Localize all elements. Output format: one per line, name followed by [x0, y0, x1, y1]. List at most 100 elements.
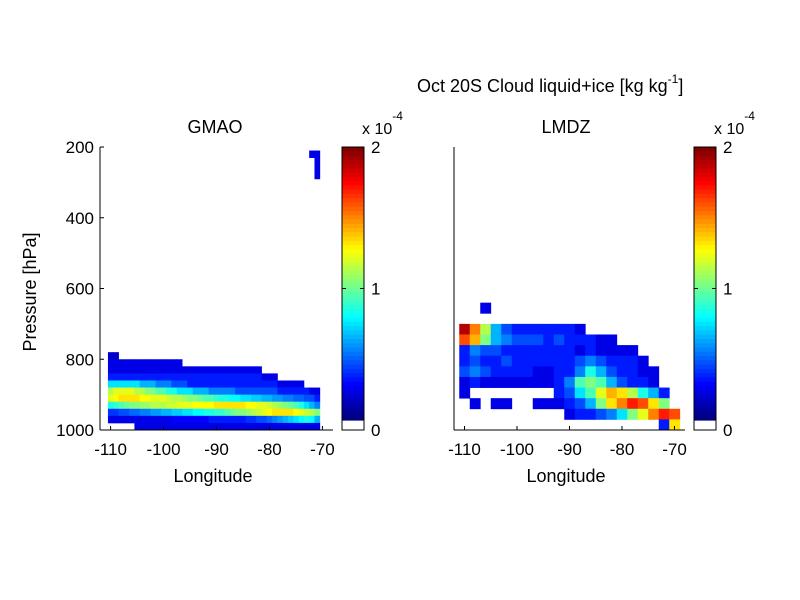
colorbar-swatch: [694, 164, 716, 169]
colorbar-swatch: [342, 211, 364, 216]
colorbar-swatch: [342, 181, 364, 186]
heatmap-cell: [522, 366, 534, 378]
heatmap-cell: [303, 422, 310, 431]
colorbar-swatch: [342, 172, 364, 178]
heatmap-cell: [511, 366, 523, 378]
heatmap-cell: [224, 366, 231, 374]
heatmap-cell: [134, 422, 141, 431]
heatmap-cell: [469, 323, 481, 335]
heatmap-cell: [224, 422, 231, 431]
heatmap-cell: [616, 355, 628, 367]
heatmap-cell: [208, 373, 215, 381]
heatmap-cell: [192, 415, 199, 424]
heatmap-cell: [203, 422, 209, 431]
heatmap-cell: [480, 376, 492, 388]
heatmap-cell: [123, 394, 130, 403]
heatmap-cell: [532, 398, 544, 410]
heatmap-cell: [245, 394, 252, 403]
colorbar-swatch: [694, 313, 716, 319]
heatmap-cell: [240, 394, 247, 403]
heatmap-cell: [139, 359, 146, 367]
heatmap-cell: [277, 408, 284, 417]
heatmap-cell: [240, 415, 247, 424]
heatmap-cell: [250, 366, 257, 374]
heatmap-cell: [134, 366, 141, 374]
heatmap-cell: [235, 401, 241, 410]
heatmap-cell: [459, 376, 471, 388]
colorbar-swatch: [342, 193, 364, 199]
heatmap-cell: [187, 401, 194, 410]
heatmap-cell: [107, 352, 114, 360]
heatmap-cell: [277, 415, 284, 424]
heatmap-cell: [574, 398, 586, 410]
colorbar-swatch: [342, 176, 364, 182]
heatmap-cell: [182, 366, 188, 374]
gmao-heatmap-cells: [107, 150, 321, 431]
heatmap-cell: [134, 387, 141, 396]
colorbar-swatch: [694, 381, 716, 387]
heatmap-cell: [585, 345, 597, 357]
colorbar-swatch: [694, 343, 716, 349]
heatmap-cell: [287, 394, 294, 403]
gmao-panel: GMAO -110 -100 -90 -80 -70 2004006008001000 …: [20, 117, 335, 486]
heatmap-cell: [250, 380, 257, 388]
heatmap-cell: [282, 394, 289, 403]
heatmap-cell: [293, 408, 299, 417]
heatmap-cell: [192, 394, 199, 403]
colorbar-swatch: [694, 159, 716, 165]
colorbar-swatch: [342, 168, 364, 174]
heatmap-cell: [219, 401, 225, 410]
colorbar-swatch: [694, 309, 716, 314]
heatmap-cell: [171, 394, 178, 403]
heatmap-cell: [166, 422, 172, 431]
heatmap-cell: [574, 355, 586, 367]
colorbar-swatch: [694, 236, 716, 242]
heatmap-cell: [266, 394, 273, 403]
colorbar-swatch: [342, 232, 364, 238]
heatmap-cell: [459, 334, 471, 346]
colorbar-swatch: [694, 317, 716, 323]
colorbar-swatch: [342, 403, 364, 408]
heatmap-cell: [118, 366, 125, 374]
heatmap-cell: [155, 394, 162, 403]
colorbar-swatch: [342, 309, 364, 314]
colorbar-swatch: [694, 228, 716, 233]
heatmap-cell: [171, 359, 178, 367]
colorbar-swatch: [694, 287, 716, 293]
colorbar-swatch: [694, 257, 716, 263]
heatmap-cell: [245, 408, 252, 417]
gmao-colorbar: 0 1 2 x 10-4: [341, 109, 403, 440]
heatmap-cell: [564, 366, 576, 378]
heatmap-cell: [585, 355, 597, 367]
lmdz-colorbar-exponent-label: x 10-4: [714, 109, 755, 138]
colorbar-swatch: [342, 240, 364, 246]
colorbar-swatch: [342, 202, 364, 208]
heatmap-cell: [150, 380, 157, 388]
heatmap-cell: [277, 401, 284, 410]
heatmap-cell: [134, 394, 141, 403]
heatmap-cell: [532, 345, 544, 357]
heatmap-cell: [123, 415, 130, 424]
heatmap-cell: [150, 408, 157, 417]
heatmap-cell: [616, 376, 628, 388]
heatmap-cell: [553, 387, 565, 399]
colorbar-swatch: [342, 394, 364, 400]
heatmap-cell: [176, 401, 183, 410]
heatmap-cell: [606, 387, 618, 399]
heatmap-cell: [595, 345, 607, 357]
colorbar-swatch: [694, 283, 716, 289]
heatmap-cell: [176, 373, 183, 381]
heatmap-cell: [501, 334, 513, 346]
heatmap-cell: [171, 401, 178, 410]
colorbar-swatch: [694, 390, 716, 395]
heatmap-cell: [522, 376, 534, 388]
colorbar-swatch: [694, 407, 716, 413]
heatmap-cell: [480, 334, 492, 346]
heatmap-cell: [469, 398, 481, 410]
heatmap-cell: [166, 401, 172, 410]
heatmap-cell: [616, 345, 628, 357]
colorbar-swatch: [342, 356, 364, 361]
y-tick-label: 800: [66, 350, 94, 369]
heatmap-cell: [250, 415, 257, 424]
heatmap-cell: [113, 366, 119, 374]
